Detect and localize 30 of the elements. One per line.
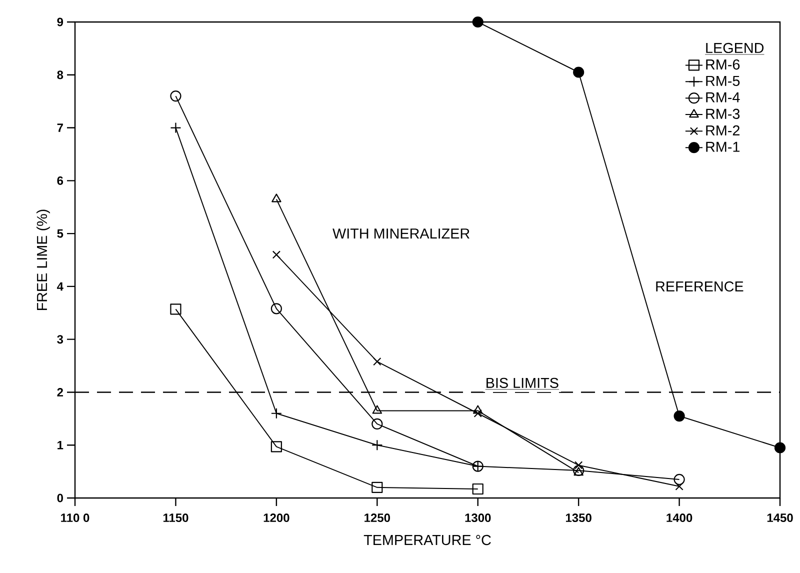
annotation: WITH MINERALIZER [332,228,470,239]
x-tick-label: 110 0 [61,514,90,522]
legend-label: RM-3 [706,108,740,119]
x-tick-label: 1350 [566,514,592,522]
y-tick-label: 5 [57,229,64,238]
y-tick-label: 7 [57,124,63,132]
x-tick-label: 1300 [465,514,491,522]
x-tick-label: 1200 [264,514,290,522]
y-tick-label: 8 [57,70,64,80]
x-tick-label: 1450 [767,514,793,522]
legend-title: LEGEND [706,42,764,54]
y-tick-label: 6 [57,176,64,185]
y-tick-label: 1 [58,440,64,450]
legend-label: RM-4 [706,92,740,102]
legend-label: RM-6 [706,59,740,70]
y-tick-label: 2 [57,388,63,396]
legend-label: RM-5 [706,76,740,86]
y-tick-label: 9 [57,18,64,26]
y-axis-title: FREE LIME (%) [36,210,50,310]
x-tick-label: 1400 [666,514,692,522]
x-axis-title: TEMPERATURE °C [364,534,491,546]
y-tick-label: 0 [57,494,63,502]
y-tick-label: 4 [56,282,64,291]
legend-label: RM-1 [706,142,740,152]
y-tick-label: 3 [57,335,64,344]
x-tick-label: 1150 [163,514,188,522]
ref-line-label: BIS LIMITS [486,378,558,388]
x-tick-label: 1250 [364,514,390,522]
annotation: REFERENCE [656,281,744,292]
legend-label: RM-2 [706,125,740,136]
